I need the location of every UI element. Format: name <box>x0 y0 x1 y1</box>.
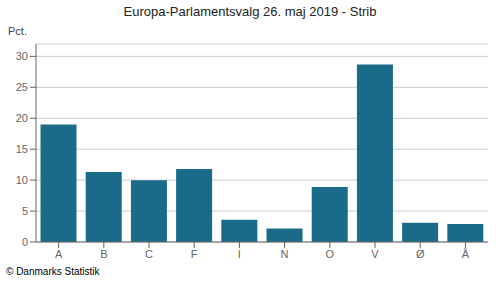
svg-text:O: O <box>326 248 335 260</box>
svg-text:F: F <box>191 248 198 260</box>
svg-text:10: 10 <box>16 174 28 186</box>
svg-text:5: 5 <box>22 205 28 217</box>
svg-text:30: 30 <box>16 50 28 62</box>
svg-text:C: C <box>145 248 153 260</box>
svg-text:A: A <box>55 248 63 260</box>
svg-text:I: I <box>238 248 241 260</box>
svg-text:0: 0 <box>22 236 28 248</box>
svg-text:V: V <box>371 248 379 260</box>
svg-text:25: 25 <box>16 81 28 93</box>
html-text:© Danmarks Statistik: © Danmarks Statistik <box>6 266 100 277</box>
svg-text:20: 20 <box>16 112 28 124</box>
svg-text:Ø: Ø <box>416 248 425 260</box>
svg-text:B: B <box>100 248 107 260</box>
html-text:Pct.: Pct. <box>8 25 27 37</box>
svg-text:N: N <box>281 248 289 260</box>
svg-text:Å: Å <box>462 248 470 260</box>
html-text:Europa-Parlamentsvalg 26. maj: Europa-Parlamentsvalg 26. maj 2019 - Str… <box>123 4 377 19</box>
svg-text:15: 15 <box>16 143 28 155</box>
